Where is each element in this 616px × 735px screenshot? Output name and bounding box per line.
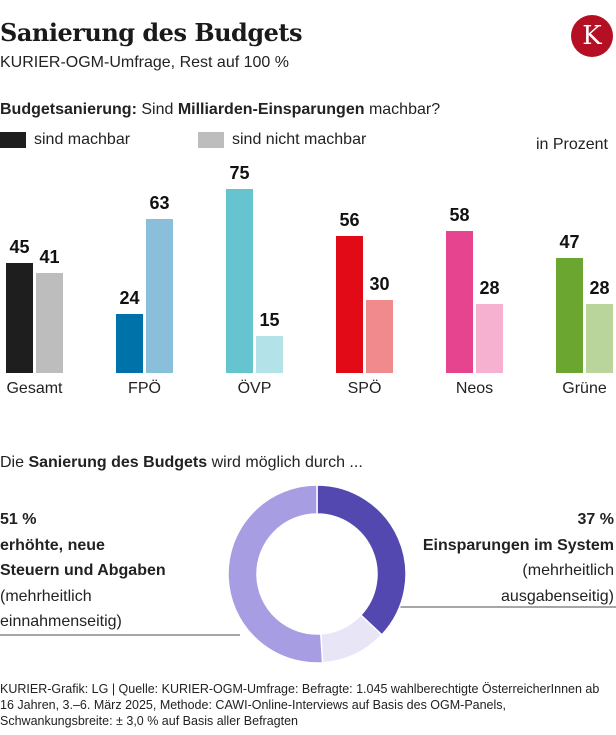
chart-subtitle: KURIER-OGM-Umfrage, Rest auf 100 %: [0, 54, 289, 71]
bar-value-label: 24: [119, 288, 140, 309]
bar-nicht-machbar: [256, 336, 283, 373]
bar-chart-question: Budgetsanierung: Sind Milliarden-Einspar…: [0, 101, 440, 119]
question-text-2: Sind: [136, 101, 178, 118]
category-label: ÖVP: [237, 380, 272, 397]
bar-value-label: 41: [39, 246, 60, 267]
bar-nicht-machbar: [36, 272, 63, 373]
left-annotation: 51 % erhöhte, neue Steuern und Abgaben (…: [0, 507, 166, 635]
right-annotation-line2: (mehrheitlich: [522, 562, 614, 579]
left-annotation-line1: erhöhte, neue: [0, 536, 105, 554]
left-annotation-pct: 51 %: [0, 511, 37, 528]
category-label: Neos: [455, 380, 494, 397]
bar-nicht-machbar: [366, 299, 393, 373]
bar-value-label: 45: [9, 236, 30, 257]
category-label: FPÖ: [128, 380, 161, 397]
bar-value-label: 63: [149, 192, 170, 213]
legend-swatch-machbar: [0, 132, 26, 148]
bar-nicht-machbar: [476, 304, 503, 373]
unit-label: in Prozent: [535, 136, 608, 153]
right-annotation-line1: Einsparungen im System: [422, 536, 614, 554]
section2-bold: Sanierung des Budgets: [28, 454, 208, 471]
bar-machbar: [446, 230, 473, 373]
question-text-4: machbar?: [364, 101, 441, 118]
question-bold-1: Budgetsanierung:: [0, 101, 137, 118]
right-annotation-pct: 37 %: [577, 511, 614, 528]
bar-value-label: 15: [259, 310, 280, 331]
donut-chart-heading: Die Sanierung des Budgets wird möglich d…: [0, 454, 363, 472]
bar-value-label: 58: [449, 204, 470, 225]
legend-item-machbar: sind machbar: [0, 131, 130, 149]
right-annotation: 37 % Einsparungen im System (mehrheitlic…: [423, 507, 614, 609]
section2-text-1: Die: [0, 454, 29, 471]
donut-slice: [227, 484, 324, 664]
chart-title: Sanierung des Budgets: [0, 18, 302, 47]
bar-machbar: [556, 257, 583, 373]
bar-value-label: 56: [339, 209, 360, 230]
bar-value-label: 28: [479, 278, 500, 299]
bar-value-label: 47: [559, 231, 580, 252]
footer-line2: 16 Jahren, 3.–6. März 2025, Methode: CAW…: [0, 698, 507, 712]
bar-machbar: [336, 235, 363, 373]
legend-label-nicht-machbar: sind nicht machbar: [232, 131, 367, 148]
category-label: Gesamt: [6, 380, 63, 397]
bar-nicht-machbar: [586, 304, 613, 373]
footer-line1: KURIER-Grafik: LG | Quelle: KURIER-OGM-U…: [0, 682, 600, 696]
legend-swatch-nicht-machbar: [198, 132, 224, 148]
question-bold-3: Milliarden-Einsparungen: [177, 101, 365, 118]
left-annotation-line3: (mehrheitlich: [0, 587, 92, 605]
donut-slice: [316, 484, 407, 636]
bar-value-label: 30: [369, 273, 390, 294]
bar-machbar: [6, 262, 33, 373]
category-label: SPÖ: [347, 380, 382, 397]
bar-nicht-machbar: [146, 218, 173, 373]
bar-machbar: [226, 189, 253, 373]
section2-text-3: wird möglich durch ...: [207, 454, 363, 471]
bar-value-label: 28: [589, 278, 610, 299]
right-annotation-line3: ausgabenseitig): [501, 587, 614, 605]
bar-machbar: [116, 314, 143, 373]
left-annotation-line4: einnahmenseitig): [0, 613, 122, 630]
footer-source: KURIER-Grafik: LG | Quelle: KURIER-OGM-U…: [0, 681, 600, 729]
kurier-logo-icon: K: [571, 15, 613, 57]
legend-label-machbar: sind machbar: [34, 131, 131, 148]
category-label: Grüne: [562, 380, 607, 397]
footer-line3: Schwankungsbreite: ± 3,0 % auf Basis all…: [0, 714, 298, 728]
bar-value-label: 75: [229, 163, 250, 184]
left-annotation-line2: Steuern und Abgaben: [0, 562, 166, 579]
legend-item-nicht-machbar: sind nicht machbar: [198, 131, 366, 149]
